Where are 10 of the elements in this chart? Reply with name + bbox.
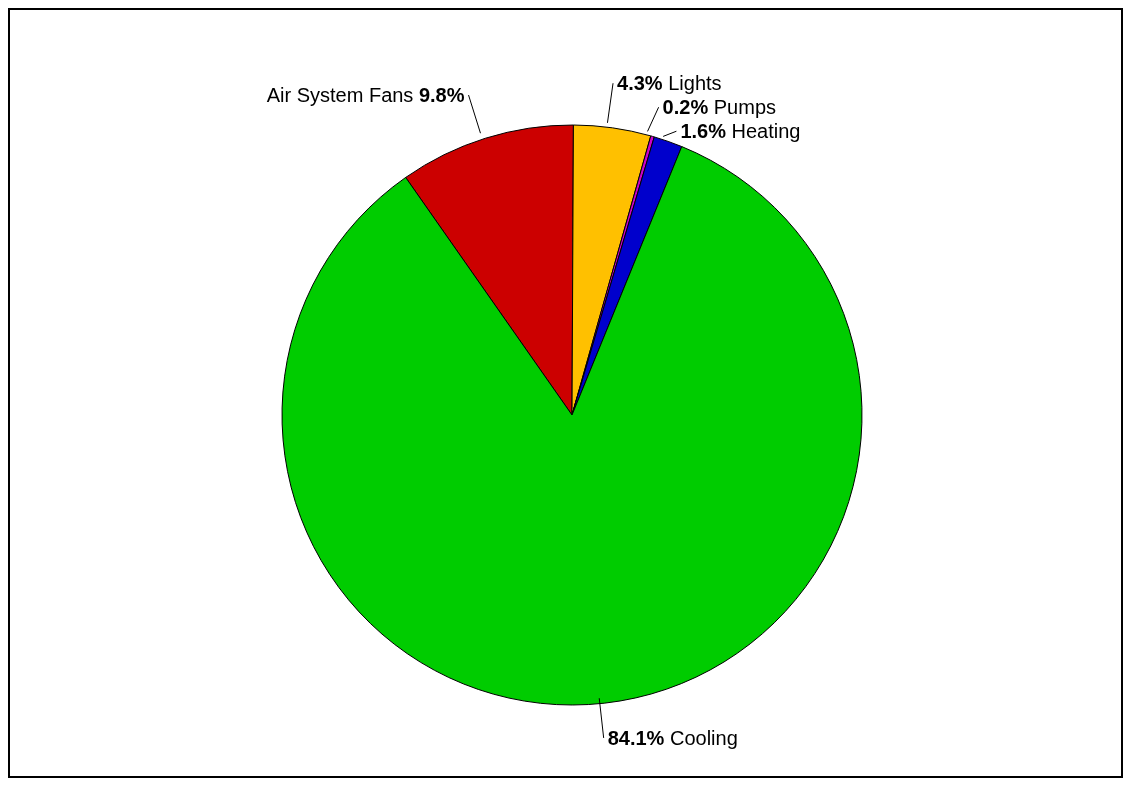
slice-label: Lights	[662, 72, 722, 95]
slice-label: Pumps	[708, 96, 777, 119]
slice-label: Air System Fans	[266, 84, 419, 107]
data-label: 84.1%	[607, 726, 665, 749]
data-label: 9.8%	[418, 84, 465, 107]
slice-label: Heating	[725, 120, 801, 143]
slice-label: Cooling	[664, 726, 738, 749]
data-label: 1.6%	[680, 120, 727, 143]
data-label: 4.3%	[617, 72, 663, 95]
data-label: 0.2%	[662, 96, 709, 119]
